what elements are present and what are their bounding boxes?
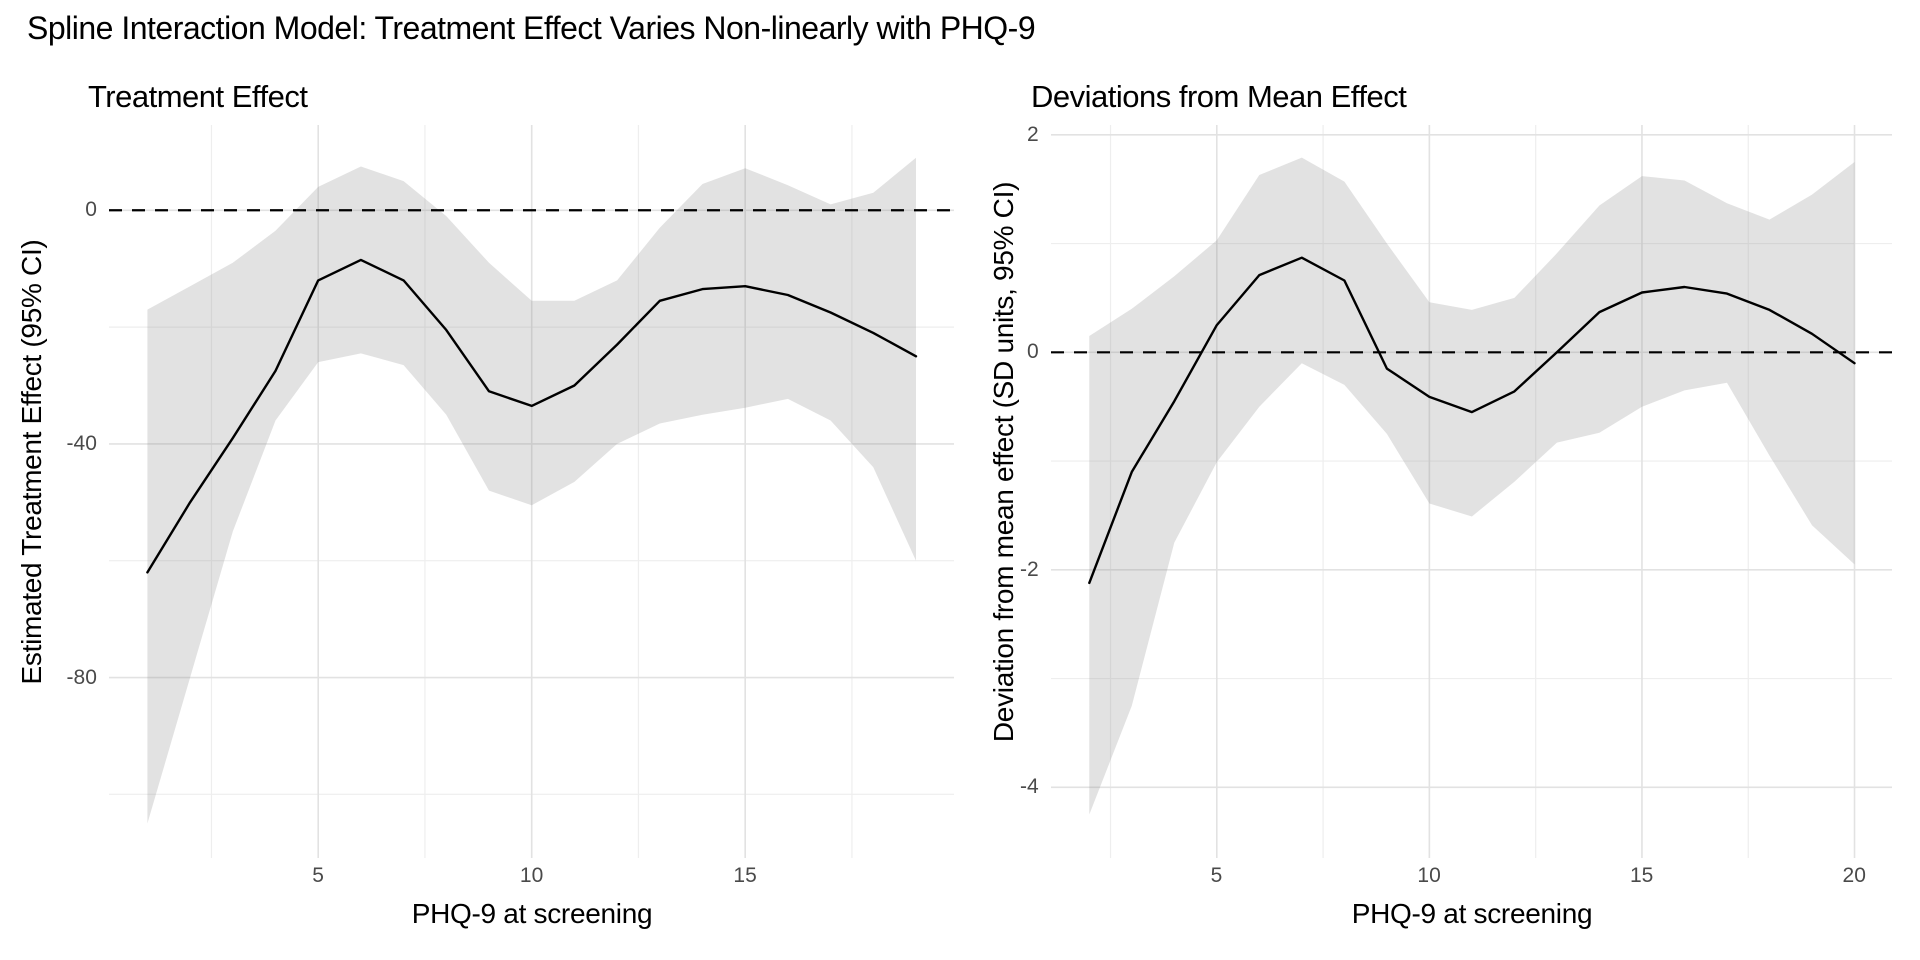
x-tick-label: 20 [1842,864,1866,887]
left-y-axis-title: Estimated Treatment Effect (95% CI) [16,239,47,685]
figure-title: Spline Interaction Model: Treatment Effe… [27,10,1036,46]
x-tick-label: 15 [733,864,757,887]
ci-ribbon [147,157,916,824]
y-tick-label: -2 [1020,557,1039,581]
left-panel-title: Treatment Effect [88,79,308,114]
right-y-axis-title: Deviation from mean effect (SD units, 95… [988,181,1019,743]
x-tick-label: 15 [1629,864,1654,887]
left-x-axis-title: PHQ-9 at screening [411,898,653,929]
left-plot-area [108,125,955,858]
right-panel-title: Deviations from Mean Effect [1031,79,1407,114]
x-tick-label: 5 [312,864,324,887]
y-tick-label: -4 [1020,775,1039,799]
right-plot-area [1050,125,1893,858]
y-tick-label: 0 [85,198,97,222]
x-tick-label: 10 [519,864,544,887]
ci-ribbon [1088,157,1855,815]
right-x-axis-title: PHQ-9 at screening [1351,898,1593,929]
y-tick-label: 2 [1027,122,1039,146]
estimate-line [146,258,918,574]
y-tick-label: -40 [66,431,97,455]
x-tick-label: 5 [1210,864,1223,887]
y-tick-label: 0 [1027,340,1039,364]
y-tick-label: -80 [66,665,97,689]
x-tick-label: 10 [1417,864,1441,887]
estimate-line [1087,256,1856,585]
